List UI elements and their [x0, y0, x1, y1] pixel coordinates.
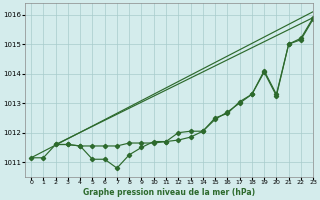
X-axis label: Graphe pression niveau de la mer (hPa): Graphe pression niveau de la mer (hPa) — [83, 188, 255, 197]
